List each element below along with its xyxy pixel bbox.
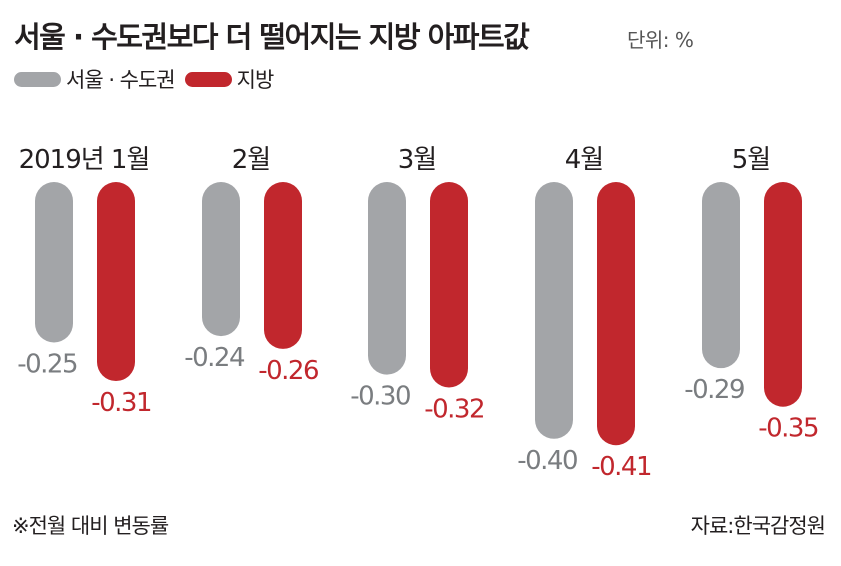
source-note: 자료:한국감정원 — [690, 514, 826, 538]
value-label: -0.35 — [758, 414, 818, 444]
value-label: -0.41 — [591, 452, 651, 482]
value-label: -0.26 — [258, 356, 318, 386]
footnote: ※전월 대비 변동률 — [12, 514, 169, 538]
value-label: -0.29 — [684, 375, 744, 405]
value-label: -0.31 — [91, 388, 151, 418]
bar-region — [597, 182, 635, 446]
unit-label: 단위: % — [627, 28, 694, 52]
value-label: -0.32 — [424, 394, 484, 424]
legend-item-seoul: 서울 · 수도권 — [14, 64, 176, 94]
bar-region — [430, 182, 468, 388]
category-label: 2019년 1월 — [19, 145, 150, 175]
value-label: -0.40 — [517, 446, 577, 476]
value-label: -0.24 — [184, 343, 245, 373]
legend-swatch-region — [184, 71, 232, 87]
bar-region — [97, 182, 135, 382]
category-label: 2월 — [232, 145, 270, 175]
legend: 서울 · 수도권 지방 — [14, 64, 283, 94]
bar-seoul — [368, 182, 406, 375]
bar-seoul — [35, 182, 73, 343]
chart-title: 서울 · 수도권보다 더 떨어지는 지방 아파트값 — [14, 20, 530, 54]
category-label: 4월 — [565, 145, 603, 175]
legend-item-region: 지방 — [184, 64, 275, 94]
bar-seoul — [535, 182, 573, 439]
bar-region — [764, 182, 802, 407]
bar-region — [264, 182, 302, 349]
value-label: -0.30 — [350, 382, 410, 412]
category-label: 3월 — [398, 145, 436, 175]
legend-swatch-seoul — [14, 71, 61, 87]
bar-seoul — [202, 182, 240, 337]
legend-label-seoul: 서울 · 수도권 — [66, 68, 176, 92]
bar-seoul — [702, 182, 740, 369]
value-label: -0.25 — [17, 350, 77, 380]
category-label: 5월 — [732, 145, 770, 175]
legend-label-region: 지방 — [236, 68, 275, 92]
